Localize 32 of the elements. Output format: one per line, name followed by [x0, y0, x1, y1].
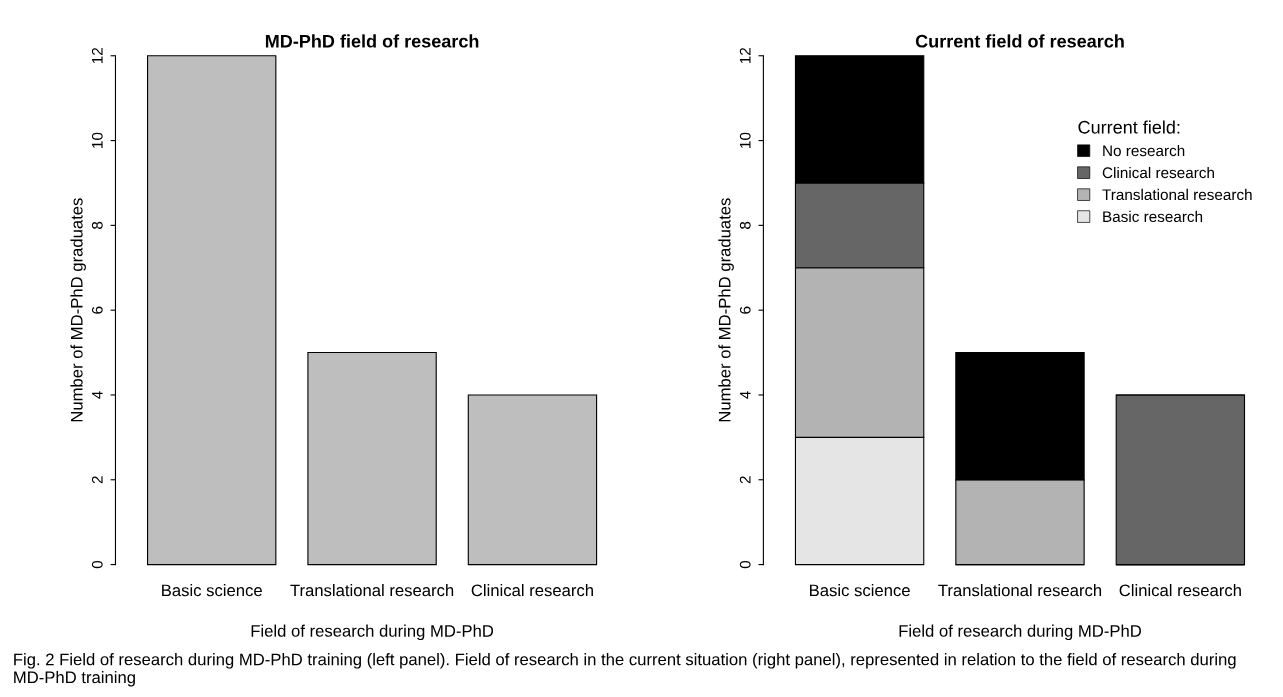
y-tick-label: 6	[739, 306, 751, 314]
x-axis-title: Field of research during MD-PhD	[251, 624, 494, 641]
x-axis-title: Field of research during MD-PhD	[899, 624, 1141, 641]
y-tick-label: 8	[739, 221, 751, 229]
y-axis-title: Number of MD-PhD graduates	[70, 198, 86, 422]
legend-title: Current field:	[1078, 120, 1180, 134]
chart-title: MD-PhD field of research	[265, 34, 479, 48]
legend-label: Basic research	[1103, 210, 1203, 223]
y-tick-label: 10	[739, 132, 751, 148]
y-tick-label: 12	[91, 48, 103, 64]
x-tick-label: Clinical research	[1119, 584, 1241, 597]
y-tick-label: 2	[91, 476, 103, 484]
y-tick-label: 0	[91, 560, 103, 569]
legend-label: Clinical research	[1102, 166, 1214, 179]
legend-label: No research	[1103, 144, 1185, 157]
x-tick-label: Translational research	[290, 584, 454, 597]
x-tick-label: Translational research	[938, 584, 1102, 597]
y-tick-label: 4	[739, 391, 751, 399]
y-tick-label: 6	[91, 306, 103, 314]
x-tick-label: Basic science	[162, 584, 262, 597]
caption: Fig. 2 Field of research during MD-PhD training (left panel). Field of research in the current situation (right panel), represented in relation to the field of research during MD-PhD training	[14, 653, 1236, 687]
legend-label: Translational research	[1102, 188, 1252, 201]
y-tick-label: 12	[739, 48, 751, 64]
y-axis-title: Number of MD-PhD graduates	[718, 198, 734, 422]
x-tick-label: Basic science	[810, 584, 910, 597]
x-tick-label: Clinical research	[471, 584, 593, 597]
y-tick-label: 2	[739, 476, 751, 484]
y-tick-label: 10	[91, 132, 103, 148]
chart-title: Current field of research	[915, 34, 1124, 48]
y-tick-label: 0	[739, 560, 751, 569]
y-tick-label: 8	[91, 221, 103, 229]
y-tick-label: 4	[92, 391, 103, 399]
